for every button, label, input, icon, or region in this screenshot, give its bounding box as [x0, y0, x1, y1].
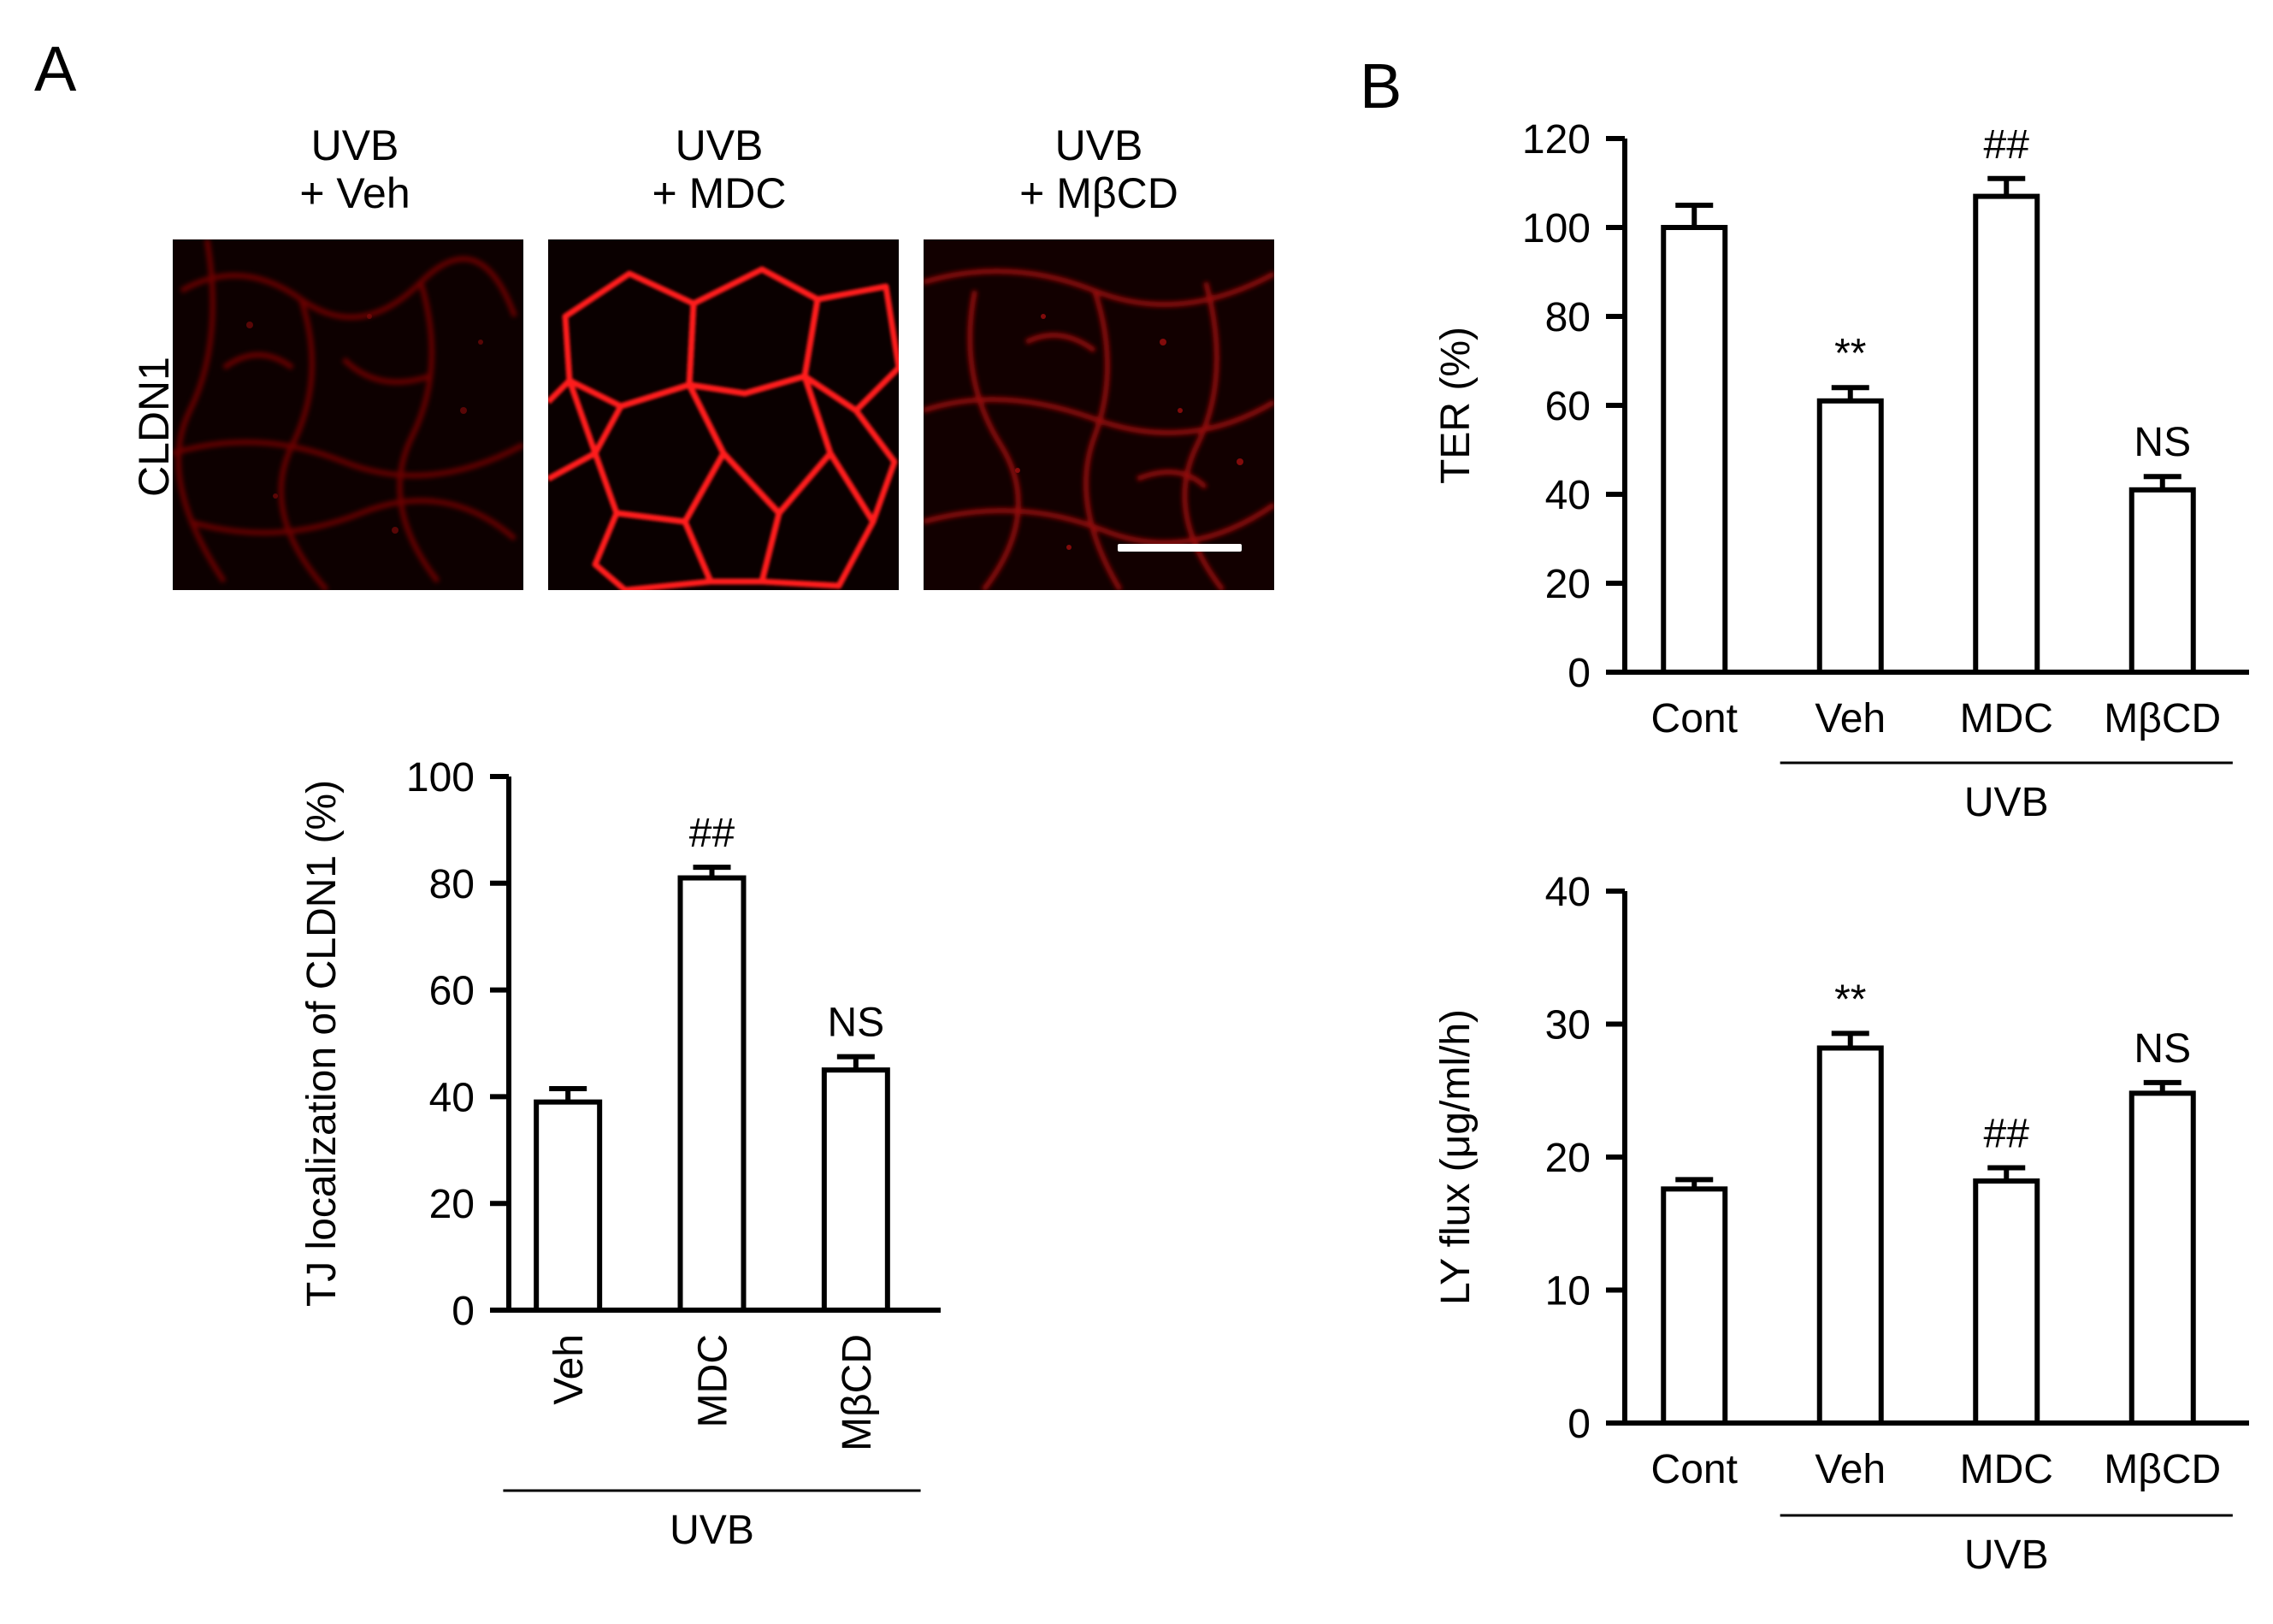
- x-tick-label: Veh: [1815, 696, 1886, 741]
- x-tick-label: Veh: [546, 1334, 592, 1405]
- group-label: UVB: [1964, 1532, 2049, 1578]
- y-tick-label: 40: [1545, 473, 1591, 518]
- chart-ter: 0 20 40 60 80 100 120 TER (%) Cont ** Veh ## MDC NS Mβ…: [1433, 117, 2249, 825]
- micrograph-title-veh-line2: + Veh: [299, 169, 410, 217]
- y-tick-label: 100: [1522, 206, 1591, 251]
- significance-label: NS: [2134, 1026, 2191, 1072]
- y-tick-label: 60: [429, 969, 475, 1014]
- bar: [2128, 1090, 2196, 1426]
- x-tick-label: Cont: [1651, 1447, 1738, 1492]
- significance-label: ##: [689, 811, 735, 856]
- micrograph-row-label: CLDN1: [130, 357, 178, 497]
- bar: [821, 1067, 890, 1313]
- micrograph-title-mdc-line1: UVB: [675, 121, 764, 169]
- micrograph-title-veh-line1: UVB: [310, 121, 399, 169]
- significance-label: NS: [2134, 420, 2191, 465]
- y-tick-label: 40: [1545, 870, 1591, 915]
- scale-bar: [1118, 544, 1242, 552]
- y-axis-label: TJ localization of CLDN1 (%): [299, 780, 345, 1307]
- y-tick-label: 80: [1545, 295, 1591, 340]
- bar: [1973, 1178, 2040, 1426]
- x-tick-label: MβCD: [2104, 696, 2221, 741]
- significance-label: **: [1834, 331, 1866, 376]
- micrograph-uvb-mdc: [548, 239, 899, 590]
- micrograph-title-mdc: UVB + MDC: [544, 121, 894, 217]
- y-tick-label: 100: [406, 755, 475, 800]
- bar: [2128, 487, 2196, 675]
- panel-a-label: A: [34, 33, 77, 104]
- y-tick-label: 80: [429, 862, 475, 907]
- x-tick-label: MDC: [1960, 696, 2053, 741]
- significance-label: NS: [827, 1001, 884, 1046]
- x-tick-label: MDC: [691, 1334, 736, 1427]
- bar: [1973, 193, 2040, 676]
- micrograph-title-mbcd: UVB + MβCD: [924, 121, 1274, 217]
- bar: [1661, 1186, 1728, 1426]
- y-tick-label: 20: [429, 1182, 475, 1227]
- x-tick-label: MβCD: [835, 1334, 880, 1451]
- significance-label: ##: [1984, 122, 2030, 168]
- micrograph-uvb-mbcd: [924, 239, 1274, 590]
- significance-label: **: [1834, 977, 1866, 1022]
- bar: [1816, 398, 1884, 675]
- bar: [534, 1099, 603, 1314]
- x-tick-label: MβCD: [2104, 1447, 2221, 1492]
- y-axis-label: LY flux (μg/ml/h): [1433, 1009, 1479, 1305]
- x-tick-label: Cont: [1651, 696, 1738, 741]
- significance-label: ##: [1984, 1111, 2030, 1156]
- bar: [1661, 225, 1728, 675]
- micrograph-title-mbcd-line2: + MβCD: [1019, 169, 1178, 217]
- y-tick-label: 0: [1567, 651, 1591, 696]
- x-tick-label: Veh: [1815, 1447, 1886, 1492]
- y-tick-label: 60: [1545, 384, 1591, 429]
- y-axis-label: TER (%): [1433, 327, 1479, 484]
- y-tick-label: 120: [1522, 117, 1591, 162]
- panel-b-label: B: [1360, 50, 1402, 121]
- y-tick-label: 40: [429, 1075, 475, 1120]
- bar: [677, 875, 747, 1313]
- y-tick-label: 20: [1545, 1136, 1591, 1181]
- group-label: UVB: [670, 1508, 754, 1553]
- chart-ly-flux: 0 10 20 30 40 LY flux (μg/ml/h) Cont ** Veh ## MDC…: [1433, 870, 2249, 1578]
- chart-tj-localization: 0 20 40 60 80 100 TJ localization of CLDN1 (%)…: [299, 755, 941, 1553]
- y-tick-label: 10: [1545, 1269, 1591, 1314]
- y-tick-label: 30: [1545, 1003, 1591, 1048]
- micrograph-uvb-veh: [173, 239, 523, 590]
- bar: [1816, 1045, 1884, 1426]
- y-tick-label: 0: [452, 1289, 475, 1334]
- micrograph-title-mbcd-line1: UVB: [1054, 121, 1143, 169]
- y-tick-label: 20: [1545, 562, 1591, 607]
- micrograph-title-veh: UVB + Veh: [180, 121, 530, 217]
- y-tick-label: 0: [1567, 1402, 1591, 1447]
- group-label: UVB: [1964, 780, 2049, 825]
- x-tick-label: MDC: [1960, 1447, 2053, 1492]
- micrograph-title-mdc-line2: + MDC: [652, 169, 787, 217]
